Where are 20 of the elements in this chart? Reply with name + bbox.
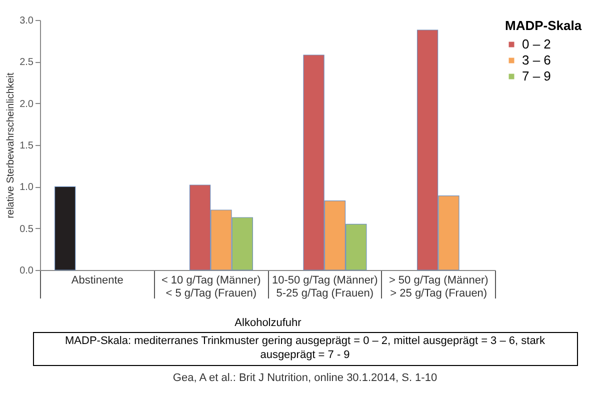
y-tick-label: 2.5 <box>20 57 34 68</box>
y-tick-label: 2.0 <box>20 98 34 110</box>
y-tick-label: 1.0 <box>20 182 34 194</box>
text: MADP-Skala: mediterranes Trinkmuster gering ausgeprägt = 0 – 2, mittel ausgeprägt = 3 – 6, stark ausgeprägt = 7 - 9 <box>32 332 578 366</box>
y-tick-label: 0.0 <box>20 266 34 276</box>
text: Gea, A et al.: Brit J Nutrition, online 30.1.2014, S. 1-10 <box>172 372 438 384</box>
legend-title: MADP-Skala <box>505 18 582 33</box>
x-tick-label: 10-50 g/Tag (Männer) 5-25 g/Tag (Frauen) <box>272 274 378 300</box>
y-tick-label: 1.5 <box>20 140 34 152</box>
legend-label: 3 – 6 <box>522 52 551 68</box>
y-tick-label: 0.5 <box>20 224 34 235</box>
legend-label: 0 – 2 <box>522 36 551 52</box>
x-axis-title: Alkoholzufuhr <box>234 317 302 329</box>
x-tick-label: > 50 g/Tag (Männer) > 25 g/Tag (Frauen) <box>388 274 488 300</box>
y-axis-title: relative Sterbewahrscheinlichkeit <box>6 72 17 218</box>
x-tick-label: Abstinente <box>71 274 124 286</box>
legend-label: 7 – 9 <box>522 68 551 84</box>
y-tick-label: 3.0 <box>20 16 34 26</box>
bar <box>54 186 76 270</box>
x-tick-label: < 10 g/Tag (Männer) < 5 g/Tag (Frauen) <box>161 274 261 300</box>
